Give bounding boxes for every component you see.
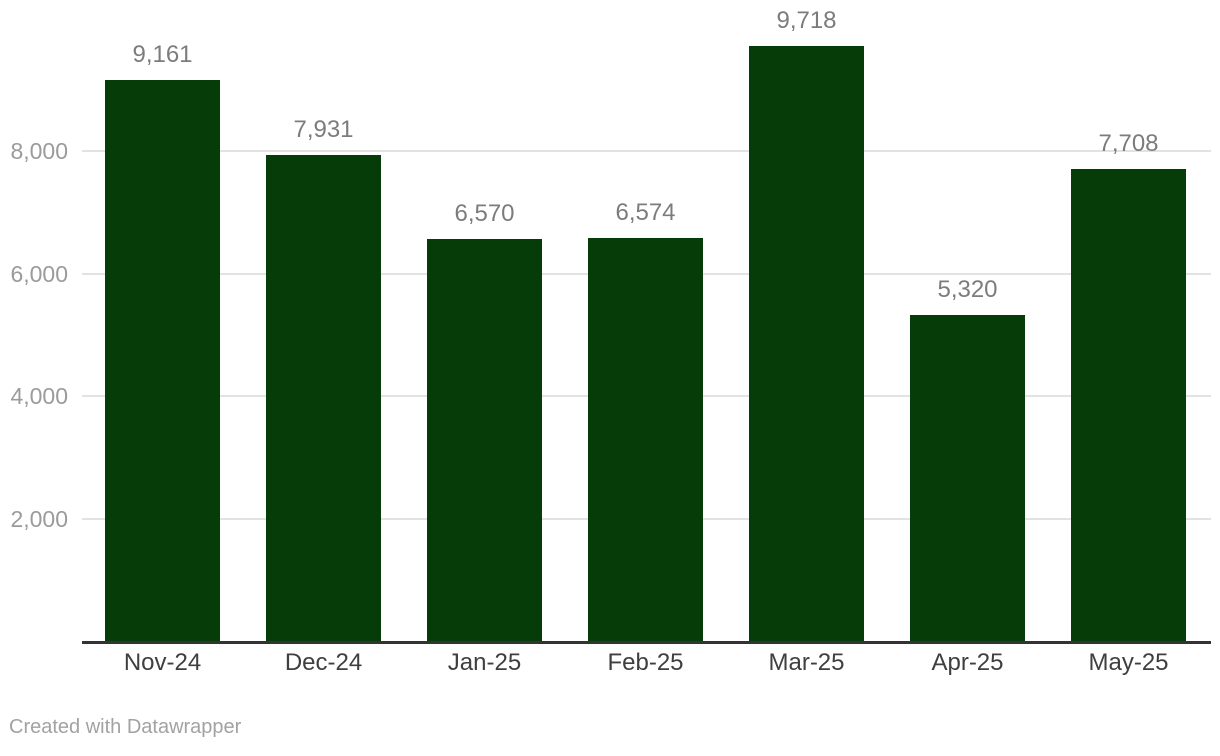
value-label: 5,320 [937, 276, 998, 304]
x-axis-label: Apr-25 [931, 649, 1004, 676]
x-axis-label: Feb-25 [607, 649, 684, 676]
bar-apr-25 [910, 315, 1025, 641]
bar-dec-24 [266, 155, 381, 641]
bar-nov-24 [105, 79, 220, 641]
y-axis-tick-label: 6,000 [10, 260, 68, 287]
gridline [82, 150, 1211, 152]
x-axis-line [82, 641, 1211, 644]
y-axis-tick-label: 4,000 [10, 383, 68, 409]
x-axis-label: Dec-24 [284, 649, 363, 676]
x-axis-label: May-25 [1088, 649, 1169, 676]
bar-feb-25 [588, 238, 703, 641]
bar-mar-25 [749, 45, 864, 641]
x-axis-label: Nov-24 [123, 649, 202, 676]
value-label: 7,931 [293, 116, 354, 144]
bar-may-25 [1071, 168, 1186, 641]
x-axis-label: Jan-25 [447, 649, 522, 676]
value-label: 9,161 [132, 40, 193, 68]
bar-jan-25 [427, 238, 542, 641]
value-label: 7,708 [1098, 129, 1159, 157]
y-axis-tick-label: 2,000 [10, 505, 68, 532]
value-label: 6,570 [454, 199, 515, 227]
y-axis-tick-label: 8,000 [10, 138, 68, 164]
value-label: 9,718 [776, 6, 837, 34]
value-label: 6,574 [615, 199, 676, 227]
x-axis-label: Mar-25 [768, 649, 845, 676]
datawrapper-credit-link[interactable]: Created with Datawrapper [9, 716, 242, 738]
